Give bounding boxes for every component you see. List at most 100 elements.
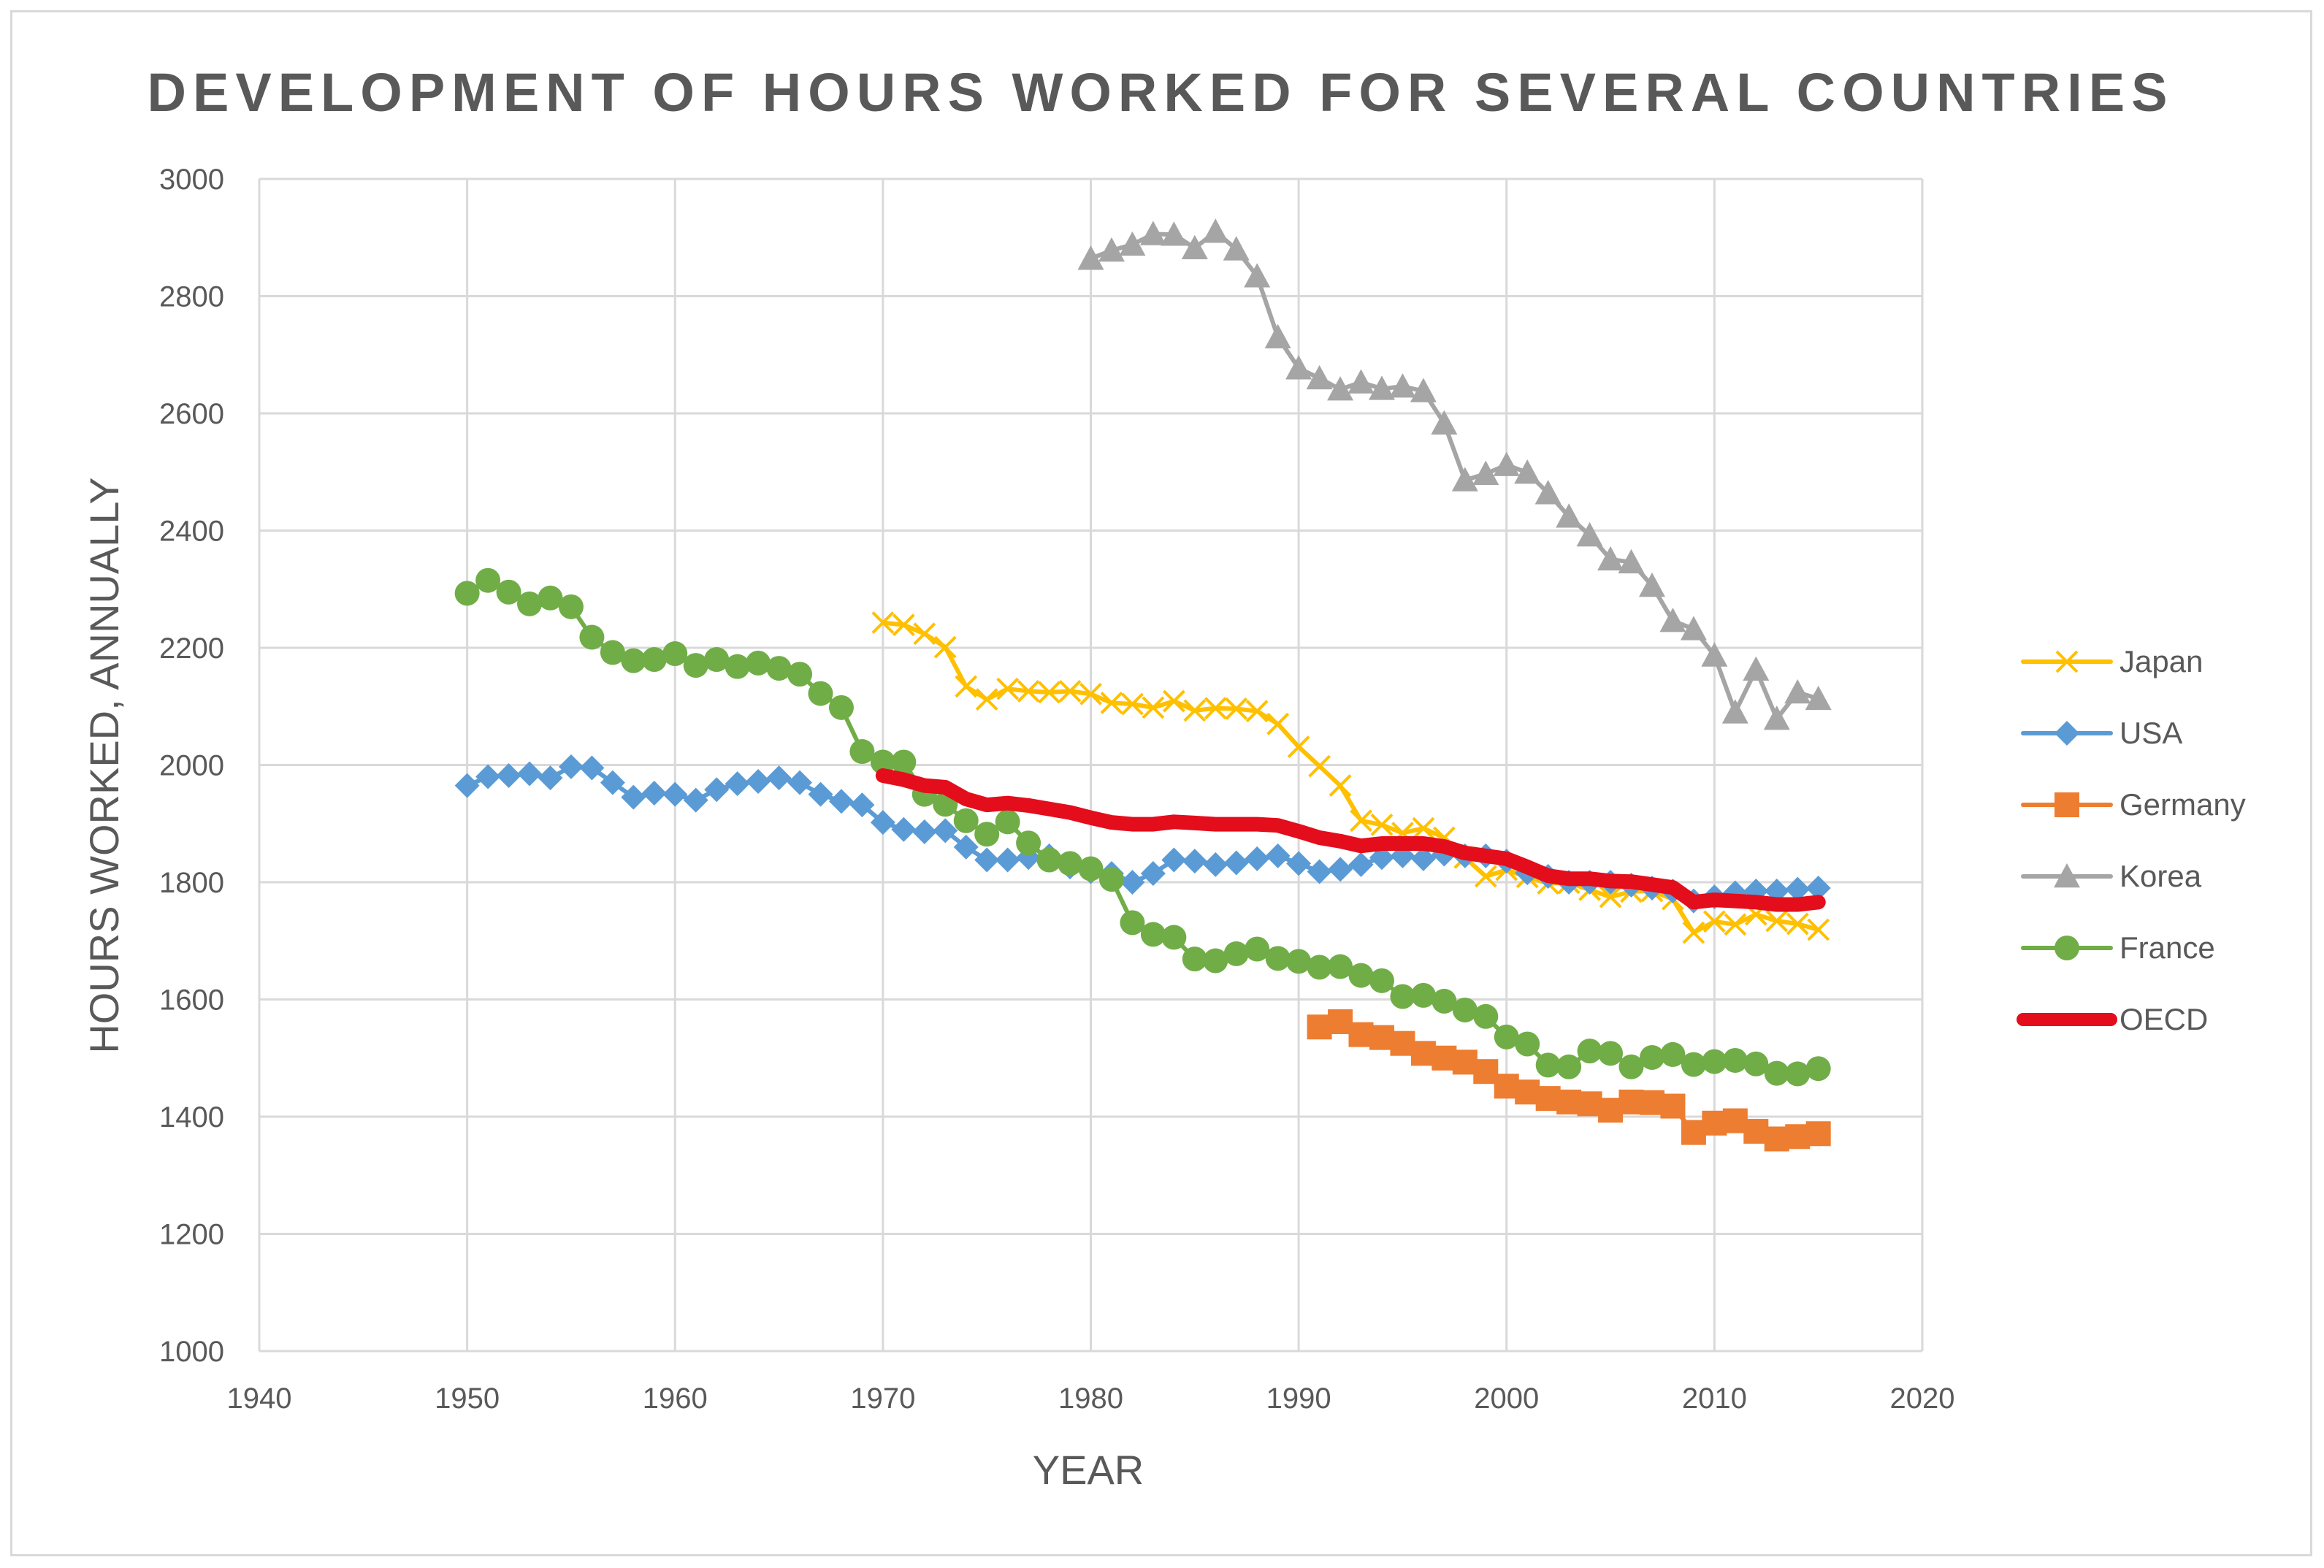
data-point-usa — [891, 816, 917, 842]
data-point-france — [1265, 946, 1291, 971]
chart-title: DEVELOPMENT OF HOURS WORKED FOR SEVERAL … — [148, 62, 2174, 123]
x-tick-label: 2010 — [1682, 1382, 1747, 1415]
data-point-japan — [1786, 912, 1809, 936]
data-point-france — [1743, 1051, 1769, 1076]
data-point-france — [1036, 847, 1062, 873]
data-point-germany — [1598, 1098, 1624, 1123]
legend-label-usa: USA — [2119, 716, 2182, 750]
data-point-usa — [870, 810, 895, 835]
data-point-france — [621, 648, 646, 673]
data-point-japan — [1765, 909, 1789, 933]
data-point-japan — [1162, 689, 1185, 713]
data-point-france — [808, 681, 833, 706]
data-point-korea — [1223, 236, 1250, 261]
data-point-japan — [1225, 697, 1248, 720]
data-point-usa — [1223, 850, 1249, 876]
data-point-france — [1058, 851, 1083, 876]
data-point-korea — [1348, 369, 1375, 394]
data-point-france — [1515, 1031, 1540, 1057]
data-point-usa — [1328, 857, 1353, 882]
data-point-usa — [1348, 852, 1374, 877]
data-point-france — [662, 641, 688, 667]
data-point-france — [579, 624, 605, 650]
data-point-korea — [1202, 218, 1229, 243]
data-point-usa — [828, 789, 854, 814]
data-point-usa — [1161, 847, 1187, 873]
x-tick-label: 1940 — [227, 1382, 292, 1415]
data-point-korea — [1576, 521, 1603, 547]
y-tick-label: 2000 — [159, 750, 224, 782]
data-point-usa — [683, 787, 708, 813]
data-point-usa — [558, 754, 584, 779]
data-point-france — [1639, 1044, 1664, 1070]
data-point-usa — [1307, 859, 1332, 884]
data-point-germany — [1805, 1121, 1831, 1147]
series-france — [454, 567, 1831, 1087]
data-point-korea — [1534, 480, 1562, 505]
data-point-korea — [1721, 699, 1748, 724]
data-point-france — [1286, 949, 1312, 974]
data-point-germany — [1743, 1119, 1769, 1144]
x-tick-label: 1950 — [435, 1382, 500, 1415]
data-point-japan — [1100, 692, 1123, 714]
data-point-usa — [849, 792, 875, 818]
data-point-korea — [1472, 460, 1499, 485]
legend-label-germany: Germany — [2119, 787, 2246, 822]
data-point-japan — [933, 635, 957, 659]
data-point-france — [1120, 910, 1145, 936]
data-point-usa — [995, 847, 1020, 873]
data-point-france — [746, 650, 771, 676]
data-point-france — [891, 749, 917, 775]
data-point-korea — [1368, 375, 1395, 400]
legend: Japan USA Germany Korea France OECD — [2017, 644, 2246, 1036]
data-point-korea — [1451, 467, 1478, 492]
data-point-korea — [1431, 410, 1458, 435]
data-point-france — [787, 662, 813, 687]
legend-label-korea: Korea — [2119, 859, 2202, 893]
legend-label-france: France — [2119, 930, 2215, 965]
data-point-usa — [704, 777, 730, 803]
y-axis-tick-labels: 1000 1200 1400 1600 1800 2000 2200 2400 2600 2800… — [159, 164, 224, 1368]
data-point-france — [1078, 856, 1104, 881]
data-point-usa — [1140, 860, 1166, 886]
data-point-france — [1764, 1060, 1789, 1086]
data-point-germany — [1535, 1086, 1561, 1112]
data-point-france — [766, 656, 792, 681]
legend-marker-germany — [2054, 792, 2079, 817]
legend-label-japan: Japan — [2119, 644, 2203, 678]
data-point-japan — [1183, 699, 1207, 722]
data-point-france — [496, 579, 521, 605]
data-point-usa — [662, 781, 688, 807]
data-point-france — [1098, 866, 1124, 892]
data-point-japan — [1079, 682, 1102, 705]
chart-frame — [10, 10, 2312, 1556]
data-point-france — [1618, 1054, 1644, 1079]
data-point-france — [1598, 1041, 1624, 1066]
data-point-usa — [911, 819, 937, 844]
data-point-france — [870, 749, 895, 775]
data-point-germany — [1660, 1093, 1686, 1119]
data-point-germany — [1722, 1108, 1748, 1133]
data-point-japan — [1058, 679, 1082, 703]
data-point-korea — [1493, 451, 1520, 476]
data-point-france — [1161, 925, 1187, 950]
data-point-usa — [787, 770, 813, 795]
data-point-japan — [1142, 696, 1165, 719]
data-point-korea — [1077, 245, 1104, 270]
data-point-germany — [1618, 1089, 1644, 1114]
data-point-usa — [1805, 876, 1831, 901]
data-point-france — [1535, 1052, 1561, 1078]
data-point-germany — [1432, 1045, 1457, 1071]
data-point-germany — [1577, 1091, 1602, 1117]
data-point-germany — [1556, 1089, 1582, 1114]
data-point-france — [1307, 955, 1332, 980]
data-point-korea — [1763, 705, 1790, 730]
data-point-france — [641, 647, 667, 673]
legend-item-france: France — [2021, 930, 2215, 965]
data-point-france — [974, 822, 1000, 847]
data-point-korea — [1410, 378, 1437, 402]
data-point-japan — [1724, 913, 1747, 936]
data-point-usa — [538, 765, 563, 791]
data-point-france — [1016, 830, 1041, 856]
data-point-japan — [913, 622, 936, 646]
